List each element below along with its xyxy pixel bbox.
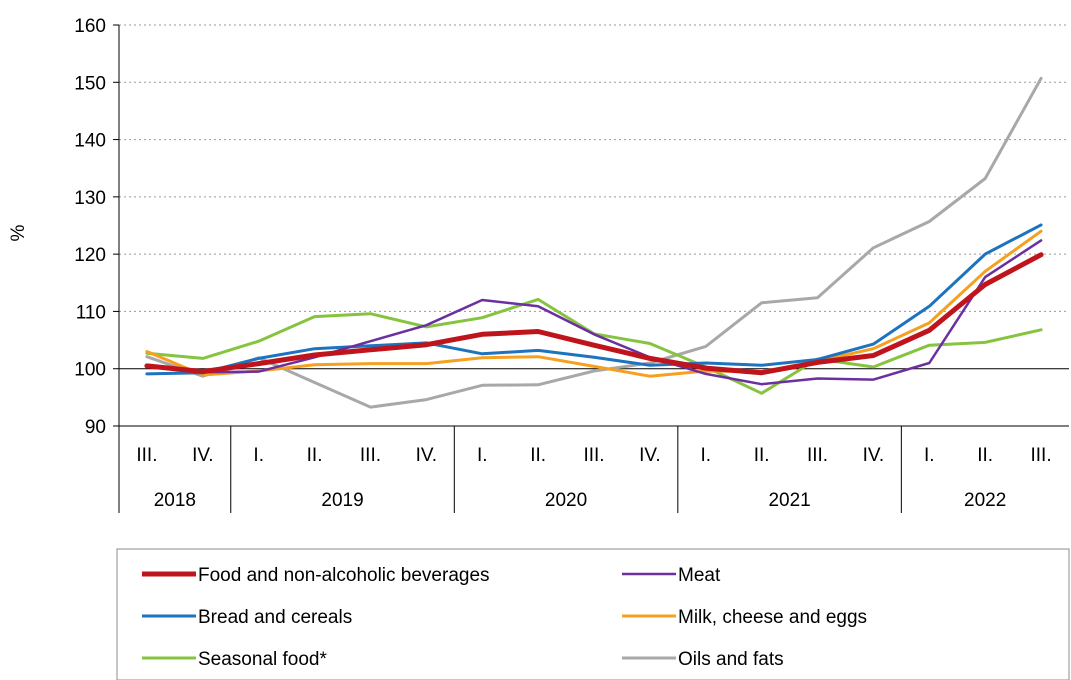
year-label: 2022 — [964, 490, 1006, 511]
x-tick-label: II. — [530, 445, 546, 466]
x-tick-label: I. — [700, 445, 711, 466]
y-tick-label: 110 — [76, 302, 106, 323]
legend-label: Oils and fats — [678, 649, 784, 670]
x-tick-label: III. — [360, 445, 381, 466]
x-tick-label: II. — [307, 445, 323, 466]
series-line — [145, 76, 1043, 409]
legend-box — [116, 548, 1070, 680]
legend-label: Seasonal food* — [198, 649, 327, 670]
x-tick-label: IV. — [639, 445, 661, 466]
year-label: 2021 — [768, 490, 810, 511]
legend-label: Meat — [678, 565, 721, 586]
year-label: 2020 — [545, 490, 587, 511]
x-tick-label: IV. — [192, 445, 214, 466]
x-tick-label: IV. — [863, 445, 885, 466]
year-label: 2019 — [321, 490, 363, 511]
x-tick-label: II. — [754, 445, 770, 466]
x-tick-label: IV. — [416, 445, 438, 466]
y-tick-label: 130 — [74, 188, 106, 209]
series-lines — [144, 76, 1044, 409]
x-tick-label: III. — [136, 445, 157, 466]
x-tick-label: I. — [924, 445, 935, 466]
y-tick-label: 120 — [74, 245, 106, 266]
series-line — [144, 252, 1044, 376]
x-tick-label: I. — [253, 445, 264, 466]
x-tick-label: III. — [1030, 445, 1051, 466]
legend-label: Milk, cheese and eggs — [678, 607, 867, 628]
y-tick-label: 140 — [74, 131, 106, 152]
y-tick-label: 160 — [74, 16, 106, 37]
y-tick-label: 90 — [85, 417, 106, 438]
series-line — [145, 239, 1043, 386]
x-tick-label: I. — [477, 445, 488, 466]
y-axis-label: % — [8, 224, 29, 241]
x-tick-label: III. — [583, 445, 604, 466]
series-line — [145, 223, 1043, 376]
legend-label: Bread and cereals — [198, 607, 352, 628]
x-tick-label: III. — [807, 445, 828, 466]
legend: Food and non-alcoholic beverages Meat Brea… — [116, 548, 1070, 680]
y-tick-label: 150 — [74, 73, 106, 94]
year-label: 2018 — [154, 490, 196, 511]
grid-lines — [119, 24, 1069, 312]
legend-label: Food and non-alcoholic beverages — [198, 565, 490, 586]
y-tick-label: 100 — [74, 360, 106, 381]
x-tick-label: II. — [977, 445, 993, 466]
series-line — [145, 229, 1043, 378]
axes: 90 100 110 120 130 140 150 160 III. IV. I. II. III. I… — [74, 16, 1069, 513]
